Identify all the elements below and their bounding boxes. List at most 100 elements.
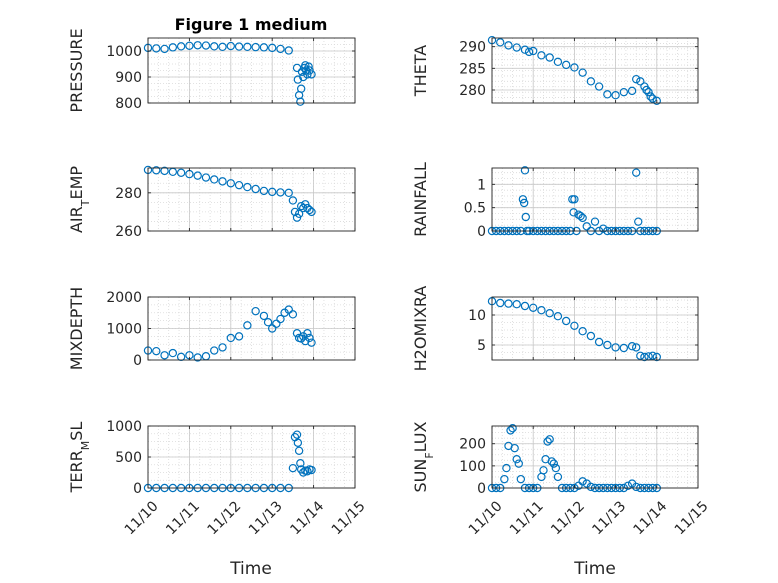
data-point: [519, 198, 529, 208]
y-tick-label: 1000: [106, 419, 142, 435]
data-point: [512, 300, 521, 309]
y-tick-label: 0: [477, 481, 486, 497]
data-point: [529, 46, 538, 56]
data-point: [272, 319, 281, 328]
data-point: [276, 314, 285, 324]
data-point: [578, 213, 587, 223]
data-point: [218, 343, 227, 352]
data-point: [627, 86, 637, 96]
data-point: [152, 44, 161, 53]
y-tick-label: 280: [459, 83, 486, 99]
data-point: [296, 459, 305, 468]
data-point: [590, 217, 600, 226]
data-point: [276, 188, 285, 197]
data-point: [516, 474, 526, 484]
y-tick-label: 260: [115, 224, 142, 240]
data-point: [210, 175, 219, 184]
y-tick-label: 800: [115, 96, 142, 112]
data-point: [545, 435, 554, 444]
y-axis-label: PRESSURE: [67, 28, 86, 112]
data-point: [547, 457, 556, 466]
data-point: [307, 70, 316, 79]
data-point: [627, 342, 637, 351]
data-point: [520, 45, 530, 54]
subplot-2: 280 285 290 THETA: [411, 35, 699, 106]
data-point: [288, 196, 298, 205]
data-point: [152, 166, 161, 175]
data-point: [504, 299, 513, 308]
data-point: [294, 446, 304, 455]
data-point: [632, 343, 641, 352]
data-point: [518, 195, 528, 204]
data-point: [586, 331, 596, 341]
data-point: [634, 217, 643, 226]
data-point: [569, 208, 578, 217]
data-point: [578, 327, 587, 336]
y-tick-label: 0.5: [464, 201, 486, 217]
data-point: [168, 43, 178, 52]
data-point: [642, 85, 651, 95]
data-point: [307, 338, 316, 347]
y-tick-label: 1: [477, 177, 486, 193]
data-point: [243, 182, 252, 192]
data-point: [543, 437, 552, 446]
data-point: [512, 455, 521, 464]
data-point: [296, 334, 306, 343]
y-tick-label: 0: [133, 353, 142, 369]
y-tick-label: 500: [115, 450, 142, 466]
data-point: [294, 209, 304, 219]
data-point: [193, 353, 202, 362]
data-point: [553, 472, 563, 482]
y-tick-label: 2000: [106, 290, 142, 306]
data-point: [193, 41, 202, 50]
data-point: [636, 77, 645, 86]
data-point: [619, 87, 629, 97]
data-point: [226, 41, 235, 51]
data-point: [500, 474, 509, 484]
y-tick-label: 200: [459, 437, 486, 453]
data-point: [152, 346, 161, 356]
data-point: [160, 166, 169, 176]
x-axis-label-right: Time: [573, 559, 616, 579]
x-axis-label-left: Time: [229, 559, 272, 579]
data-point: [611, 343, 620, 352]
data-point: [259, 311, 269, 321]
figure-title: Figure 1 medium: [175, 15, 328, 34]
data-point: [524, 47, 534, 57]
data-point: [646, 92, 655, 101]
y-tick-label: 100: [459, 459, 486, 475]
data-point: [496, 38, 505, 47]
data-point: [632, 168, 641, 177]
data-point: [553, 57, 563, 67]
data-point: [537, 306, 546, 315]
data-point: [304, 62, 313, 71]
y-axis-label: THETA: [411, 45, 430, 97]
data-point: [303, 329, 312, 338]
data-point: [632, 74, 641, 84]
subplot-4: 0 0.5 1 RAINFALL: [411, 162, 699, 240]
data-point: [284, 46, 293, 55]
y-axis-label: TERRMSL: [67, 422, 92, 494]
data-point: [549, 459, 559, 468]
y-tick-label: 285: [459, 61, 486, 77]
data-point: [296, 97, 305, 106]
data-point: [288, 463, 298, 473]
data-point: [508, 424, 517, 433]
data-point: [185, 41, 194, 51]
data-point: [504, 41, 513, 50]
subplot-5: 0 1000 2000 MIXDEPTH: [67, 287, 356, 370]
data-point: [636, 351, 645, 360]
subplot-6: 5 10 H2OMIXRA: [411, 286, 699, 372]
data-point: [520, 166, 530, 175]
data-point: [251, 42, 260, 52]
data-point: [303, 467, 312, 476]
data-point: [578, 477, 587, 486]
y-axis-label: H2OMIXRA: [411, 286, 430, 372]
data-point: [226, 179, 235, 188]
axes-box: [491, 296, 699, 361]
axes-box: [491, 37, 699, 104]
data-point: [268, 187, 277, 197]
data-point: [251, 184, 260, 194]
axes-box: [491, 425, 699, 489]
